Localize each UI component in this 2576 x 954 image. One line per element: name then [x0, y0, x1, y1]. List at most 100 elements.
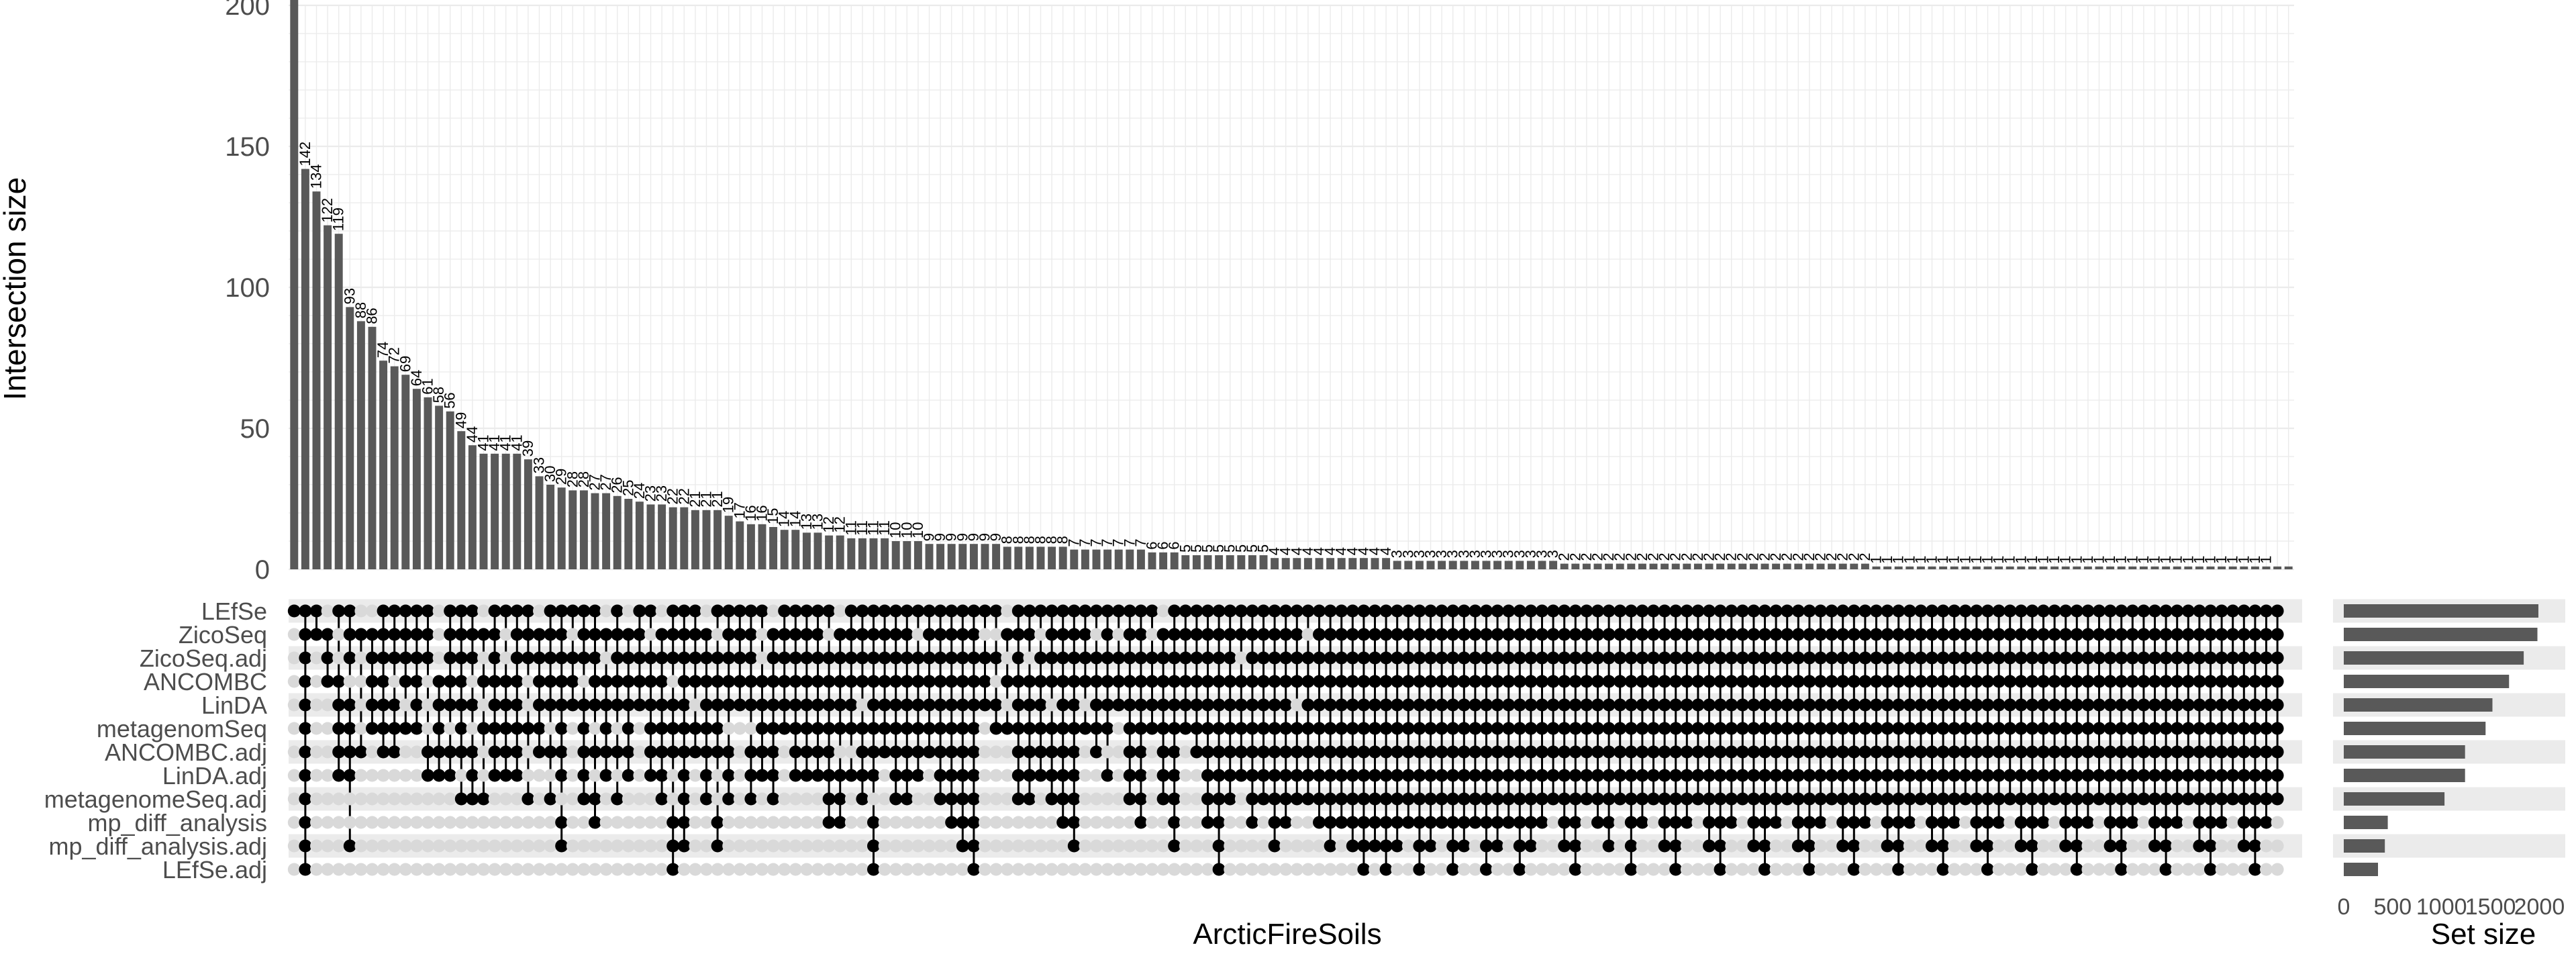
membership-dot-active — [722, 604, 736, 618]
membership-dot-active — [1703, 839, 1716, 853]
membership-dot-active — [589, 745, 601, 759]
membership-dot-active — [1246, 745, 1259, 759]
membership-dot-active — [510, 769, 524, 782]
membership-dot-inactive — [2137, 816, 2150, 829]
intersection-bar — [2061, 566, 2070, 569]
membership-dot-active — [2115, 604, 2128, 618]
intersection-bar — [602, 493, 611, 569]
membership-dot-active — [1457, 745, 1471, 759]
membership-dot-inactive — [644, 816, 657, 829]
membership-dot-inactive — [766, 604, 780, 618]
intersection-bar — [2184, 566, 2193, 569]
membership-dot-inactive — [1234, 863, 1248, 876]
membership-dot-inactive — [1023, 651, 1036, 665]
membership-dot-active — [1413, 745, 1426, 759]
membership-dot-inactive — [354, 769, 368, 782]
membership-dot-active — [466, 604, 479, 618]
y-tick-label: 50 — [240, 414, 270, 444]
membership-dot-active — [900, 722, 913, 735]
membership-dot-active — [432, 722, 446, 735]
intersection-bar — [390, 366, 399, 569]
membership-dot-inactive — [1190, 863, 1203, 876]
membership-dot-inactive — [911, 839, 925, 853]
membership-dot-inactive — [844, 816, 858, 829]
membership-dot-inactive — [1859, 839, 1872, 853]
membership-dot-active — [1580, 628, 1593, 641]
membership-dot-inactive — [1279, 839, 1293, 853]
membership-dot-active — [2159, 628, 2173, 641]
intersection-bar — [2050, 566, 2059, 569]
membership-dot-active — [299, 698, 312, 712]
bar-value-label: 14 — [776, 511, 793, 527]
membership-dot-active — [945, 628, 958, 641]
bar-value-label: 9 — [965, 533, 982, 541]
membership-dot-active — [1703, 698, 1716, 712]
membership-dot-active — [1791, 722, 1805, 735]
membership-dot-active — [1803, 698, 1816, 712]
membership-dot-active — [1870, 651, 1883, 665]
membership-dot-active — [2271, 792, 2284, 806]
membership-dot-active — [477, 628, 490, 641]
membership-dot-active — [1446, 722, 1460, 735]
bar-value-label: 58 — [430, 387, 447, 403]
membership-dot-active — [900, 769, 913, 782]
membership-dot-active — [410, 722, 424, 735]
set-label: ZicoSeq.adj — [140, 645, 267, 672]
membership-dot-active — [2181, 628, 2195, 641]
membership-dot-inactive — [834, 604, 847, 618]
membership-dot-active — [2115, 651, 2128, 665]
bar-value-label: 2 — [1678, 553, 1695, 561]
bar-value-label: 2 — [1734, 553, 1750, 561]
membership-dot-active — [1257, 675, 1270, 688]
intersection-bar — [791, 530, 800, 569]
membership-dot-active — [2193, 769, 2206, 782]
membership-dot-inactive — [533, 816, 546, 829]
membership-dot-active — [2237, 769, 2250, 782]
membership-dot-inactive — [332, 792, 346, 806]
membership-dot-active — [1190, 604, 1203, 618]
membership-dot-inactive — [1146, 816, 1158, 829]
membership-dot-active — [510, 604, 524, 618]
membership-dot-active — [510, 745, 524, 759]
membership-dot-inactive — [1112, 769, 1126, 782]
membership-dot-active — [2248, 839, 2262, 853]
membership-dot-active — [1324, 745, 1337, 759]
membership-dot-inactive — [844, 745, 858, 759]
membership-dot-active — [844, 769, 858, 782]
intersection-bar — [813, 532, 822, 569]
membership-dot-inactive — [1079, 698, 1092, 712]
membership-dot-active — [1580, 651, 1593, 665]
membership-dot-active — [1011, 698, 1025, 712]
membership-dot-active — [1758, 792, 1771, 806]
membership-dot-active — [1045, 675, 1058, 688]
membership-dot-active — [1769, 722, 1783, 735]
membership-dot-active — [2193, 792, 2206, 806]
membership-dot-active — [1034, 769, 1047, 782]
membership-dot-active — [989, 604, 1003, 618]
membership-dot-active — [1491, 604, 1504, 618]
membership-dot-active — [1045, 769, 1058, 782]
membership-dot-active — [1457, 769, 1471, 782]
membership-dot-active — [2026, 769, 2039, 782]
membership-dot-active — [2137, 698, 2150, 712]
membership-dot-active — [1067, 792, 1081, 806]
intersection-bar — [1014, 546, 1023, 569]
membership-dot-active — [1324, 839, 1337, 853]
set-label: ZicoSeq — [179, 621, 267, 649]
membership-dot-active — [622, 769, 635, 782]
membership-dot-active — [1736, 745, 1749, 759]
membership-dot-inactive — [722, 863, 736, 876]
membership-dot-inactive — [1614, 816, 1627, 829]
membership-dot-active — [1134, 816, 1148, 829]
membership-dot-active — [566, 675, 579, 688]
membership-dot-active — [1903, 698, 1916, 712]
membership-dot-active — [1624, 698, 1638, 712]
set-size-tick-label: 0 — [2338, 894, 2350, 920]
membership-dot-active — [1079, 628, 1092, 641]
membership-dot-active — [733, 651, 746, 665]
membership-dot-active — [1791, 839, 1805, 853]
membership-dot-inactive — [1279, 863, 1293, 876]
membership-dot-active — [2148, 722, 2161, 735]
membership-dot-active — [889, 792, 903, 806]
